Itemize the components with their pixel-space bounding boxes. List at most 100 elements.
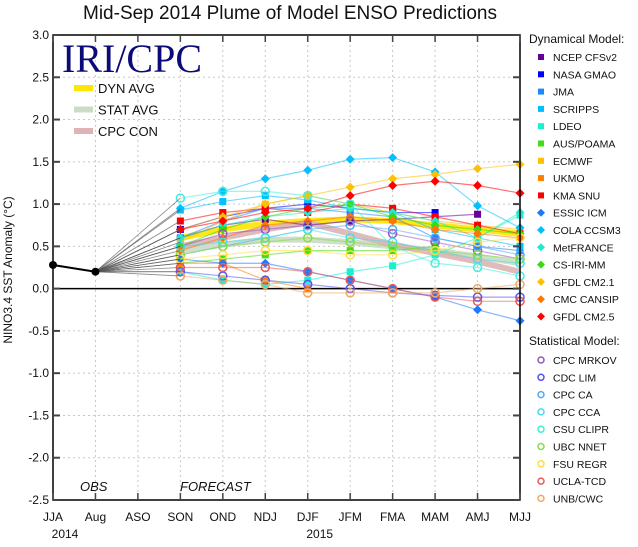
- data-point: [218, 275, 228, 285]
- data-point: [302, 190, 313, 201]
- y-tick-label: 3.0: [32, 28, 49, 42]
- data-point: [260, 174, 270, 184]
- legend-marker: [537, 477, 545, 485]
- observed-line: [52, 263, 96, 273]
- logo: IRI/CPC: [62, 36, 202, 81]
- series-line: [180, 237, 521, 260]
- legend-label: GFDL CM2.1: [553, 277, 615, 289]
- legend-marker: [538, 123, 544, 130]
- data-point: [345, 288, 355, 298]
- data-point: [260, 245, 271, 256]
- legend-label: ESSIC ICM: [553, 208, 607, 220]
- data-point: [472, 283, 483, 294]
- legend-label: CS-IRI-MM: [553, 260, 606, 272]
- x-tick-label: MAM: [421, 510, 449, 524]
- x-tick-label: FMA: [380, 510, 405, 524]
- data-point: [260, 199, 270, 209]
- legend-label: AUS/POAMA: [553, 139, 615, 151]
- legend-marker: [537, 243, 545, 252]
- data-point: [345, 191, 355, 201]
- data-point: [430, 170, 440, 179]
- legend-marker: [537, 312, 545, 321]
- legend-marker: [537, 226, 545, 234]
- legend-label: ECMWF: [553, 156, 593, 168]
- data-point: [260, 186, 271, 197]
- observed-point: [91, 267, 100, 276]
- y-tick-label: 1.5: [32, 155, 49, 169]
- y-tick-label: 2.0: [32, 113, 49, 127]
- year-label: 2014: [52, 527, 79, 541]
- data-point: [472, 296, 483, 307]
- data-point: [345, 237, 355, 247]
- chart-title: Mid-Sep 2014 Plume of Model ENSO Predict…: [83, 3, 497, 24]
- obs-connector: [95, 207, 181, 273]
- legend-marker: [538, 175, 544, 182]
- data-point: [387, 224, 398, 235]
- forecast-annotation: FORECAST: [180, 479, 252, 494]
- data-point: [345, 220, 355, 230]
- legend-label: FSU REGR: [553, 459, 608, 471]
- data-point: [473, 164, 483, 174]
- series-gfdl-cm2-5: [175, 176, 525, 234]
- obs-connector: [95, 241, 181, 273]
- data-point: [303, 165, 313, 175]
- legend-label: LDEO: [553, 121, 582, 133]
- data-point: [260, 262, 271, 273]
- y-tick-label: -1.5: [28, 408, 49, 422]
- data-point: [302, 245, 313, 256]
- plot-frame: [52, 34, 521, 501]
- legend-marker: [538, 157, 544, 164]
- data-point: [473, 305, 483, 315]
- legend-marker: [537, 390, 545, 399]
- model-legend: Dynamical Model: NCEP CFSv2 NASA GMAO JMA SC…: [529, 32, 624, 505]
- data-point: [260, 208, 270, 218]
- series-fsu-regr: [175, 233, 525, 264]
- series-ukmo: [176, 259, 312, 293]
- obs-annotation: OBS: [80, 479, 108, 494]
- legend-label: MetFRANCE: [553, 242, 614, 254]
- data-point: [345, 182, 355, 192]
- series-line: [180, 224, 521, 256]
- legend-marker: [537, 442, 545, 451]
- legend-marker: [537, 494, 545, 503]
- data-point: [218, 216, 228, 226]
- data-point: [389, 262, 397, 270]
- data-point: [387, 250, 398, 260]
- obs-connector: [95, 262, 181, 273]
- series-line: [180, 237, 521, 260]
- legend-label: CMC CANSIP: [553, 294, 619, 306]
- x-tick-label: AMJ: [466, 510, 490, 524]
- legend-marker: [538, 88, 544, 95]
- observed-series: [49, 197, 181, 277]
- legend-marker: [537, 356, 545, 364]
- y-tick-label: -2.0: [28, 451, 49, 465]
- data-point: [388, 180, 398, 190]
- legend-marker: [538, 54, 544, 60]
- data-point: [388, 174, 398, 184]
- obs-connector: [95, 258, 181, 273]
- data-point: [345, 154, 355, 164]
- series-cmc-cansip: [175, 212, 525, 256]
- data-point: [387, 288, 398, 298]
- obs-connector: [95, 250, 181, 273]
- legend-marker: [538, 192, 544, 199]
- data-point: [302, 288, 313, 298]
- x-tick-label: JFM: [339, 510, 362, 524]
- data-point: [430, 176, 440, 186]
- data-point: [388, 216, 398, 226]
- x-tick-label: Aug: [85, 510, 106, 524]
- series-line: [180, 262, 308, 290]
- legend-label: CPC MRKOV: [553, 355, 617, 367]
- series-csu-clipr: [175, 186, 525, 281]
- data-point: [473, 180, 483, 190]
- x-tick-label: MJJ: [509, 510, 531, 524]
- y-tick-label: 0.0: [32, 282, 49, 296]
- legend-label: UKMO: [553, 173, 585, 185]
- legend-marker: [537, 208, 545, 217]
- data-point: [431, 209, 439, 217]
- obs-connector: [95, 271, 181, 277]
- legend-marker: [537, 425, 545, 433]
- obs-connector: [95, 237, 181, 273]
- data-point: [175, 193, 186, 203]
- legend-marker: [537, 295, 545, 304]
